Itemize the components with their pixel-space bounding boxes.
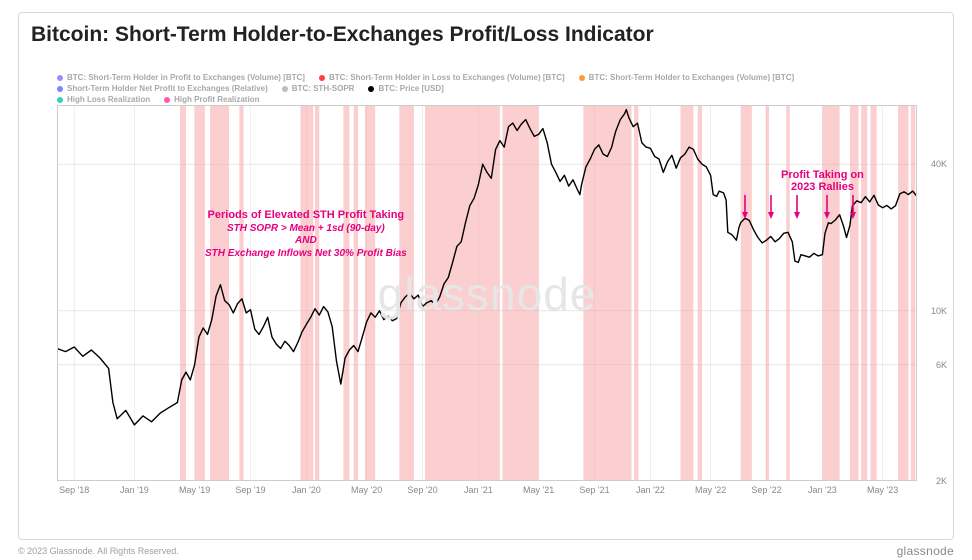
- annotation-2023-rallies: Profit Taking on 2023 Rallies: [781, 169, 864, 193]
- annotation-line: Periods of Elevated STH Profit Taking: [205, 209, 407, 223]
- x-axis-tick: May '22: [695, 485, 726, 495]
- y-axis-tick: 6K: [936, 360, 947, 370]
- legend-item: High Profit Realization: [164, 95, 259, 106]
- chart-plot: glassnode 2K6K10K40K Sep '18Jan '19May '…: [57, 105, 917, 481]
- x-axis-tick: Jan '22: [636, 485, 665, 495]
- legend-item: Short-Term Holder Net Profit to Exchange…: [57, 84, 268, 95]
- legend-label: BTC: Short-Term Holder in Loss to Exchan…: [329, 73, 565, 84]
- legend-item: BTC: STH-SOPR: [282, 84, 355, 95]
- chart-legend: BTC: Short-Term Holder in Profit to Exch…: [57, 73, 917, 105]
- x-axis-tick: May '23: [867, 485, 898, 495]
- legend-swatch: [57, 97, 63, 103]
- x-axis-tick: Jan '21: [464, 485, 493, 495]
- annotation-line: STH SOPR > Mean + 1sd (90-day): [205, 223, 407, 236]
- legend-label: Short-Term Holder Net Profit to Exchange…: [67, 84, 268, 95]
- footer-copyright: © 2023 Glassnode. All Rights Reserved.: [18, 546, 179, 556]
- x-axis-tick: May '19: [179, 485, 210, 495]
- annotation-line: Profit Taking on: [781, 169, 864, 181]
- y-axis-tick: 2K: [936, 476, 947, 486]
- legend-label: BTC: Price [USD]: [378, 84, 443, 95]
- legend-label: BTC: Short-Term Holder in Profit to Exch…: [67, 73, 305, 84]
- chart-area: BTC: Short-Term Holder in Profit to Exch…: [57, 73, 917, 481]
- annotation-line: STH Exchange Inflows Net 30% Profit Bias: [205, 248, 407, 261]
- x-axis-tick: Jan '19: [120, 485, 149, 495]
- chart-card: Bitcoin: Short-Term Holder-to-Exchanges …: [18, 12, 954, 540]
- legend-item: BTC: Price [USD]: [368, 84, 443, 95]
- legend-swatch: [579, 75, 585, 81]
- x-axis-tick: May '20: [351, 485, 382, 495]
- legend-item: BTC: Short-Term Holder in Profit to Exch…: [57, 73, 305, 84]
- annotation-elevated-profit-taking: Periods of Elevated STH Profit Taking ST…: [205, 209, 407, 260]
- legend-item: BTC: Short-Term Holder to Exchanges (Vol…: [579, 73, 795, 84]
- x-axis-tick: Sep '19: [235, 485, 265, 495]
- x-axis-tick: May '21: [523, 485, 554, 495]
- x-axis-tick: Sep '20: [407, 485, 437, 495]
- legend-swatch: [164, 97, 170, 103]
- legend-swatch: [319, 75, 325, 81]
- legend-swatch: [57, 86, 63, 92]
- legend-swatch: [57, 75, 63, 81]
- legend-swatch: [282, 86, 288, 92]
- legend-swatch: [368, 86, 374, 92]
- legend-label: High Loss Realization: [67, 95, 150, 106]
- x-axis-tick: Jan '20: [292, 485, 321, 495]
- x-axis-tick: Sep '22: [751, 485, 781, 495]
- footer-brand: glassnode: [897, 544, 954, 558]
- legend-label: High Profit Realization: [174, 95, 259, 106]
- annotation-line: AND: [205, 235, 407, 248]
- annotation-line: 2023 Rallies: [781, 181, 864, 193]
- x-axis-tick: Jan '23: [808, 485, 837, 495]
- legend-item: BTC: Short-Term Holder in Loss to Exchan…: [319, 73, 565, 84]
- chart-title: Bitcoin: Short-Term Holder-to-Exchanges …: [31, 23, 654, 47]
- y-axis-tick: 40K: [931, 159, 947, 169]
- x-axis-tick: Sep '18: [59, 485, 89, 495]
- chart-svg: [57, 105, 917, 481]
- legend-label: BTC: STH-SOPR: [292, 84, 355, 95]
- legend-item: High Loss Realization: [57, 95, 150, 106]
- legend-label: BTC: Short-Term Holder to Exchanges (Vol…: [589, 73, 795, 84]
- y-axis-tick: 10K: [931, 306, 947, 316]
- x-axis-tick: Sep '21: [579, 485, 609, 495]
